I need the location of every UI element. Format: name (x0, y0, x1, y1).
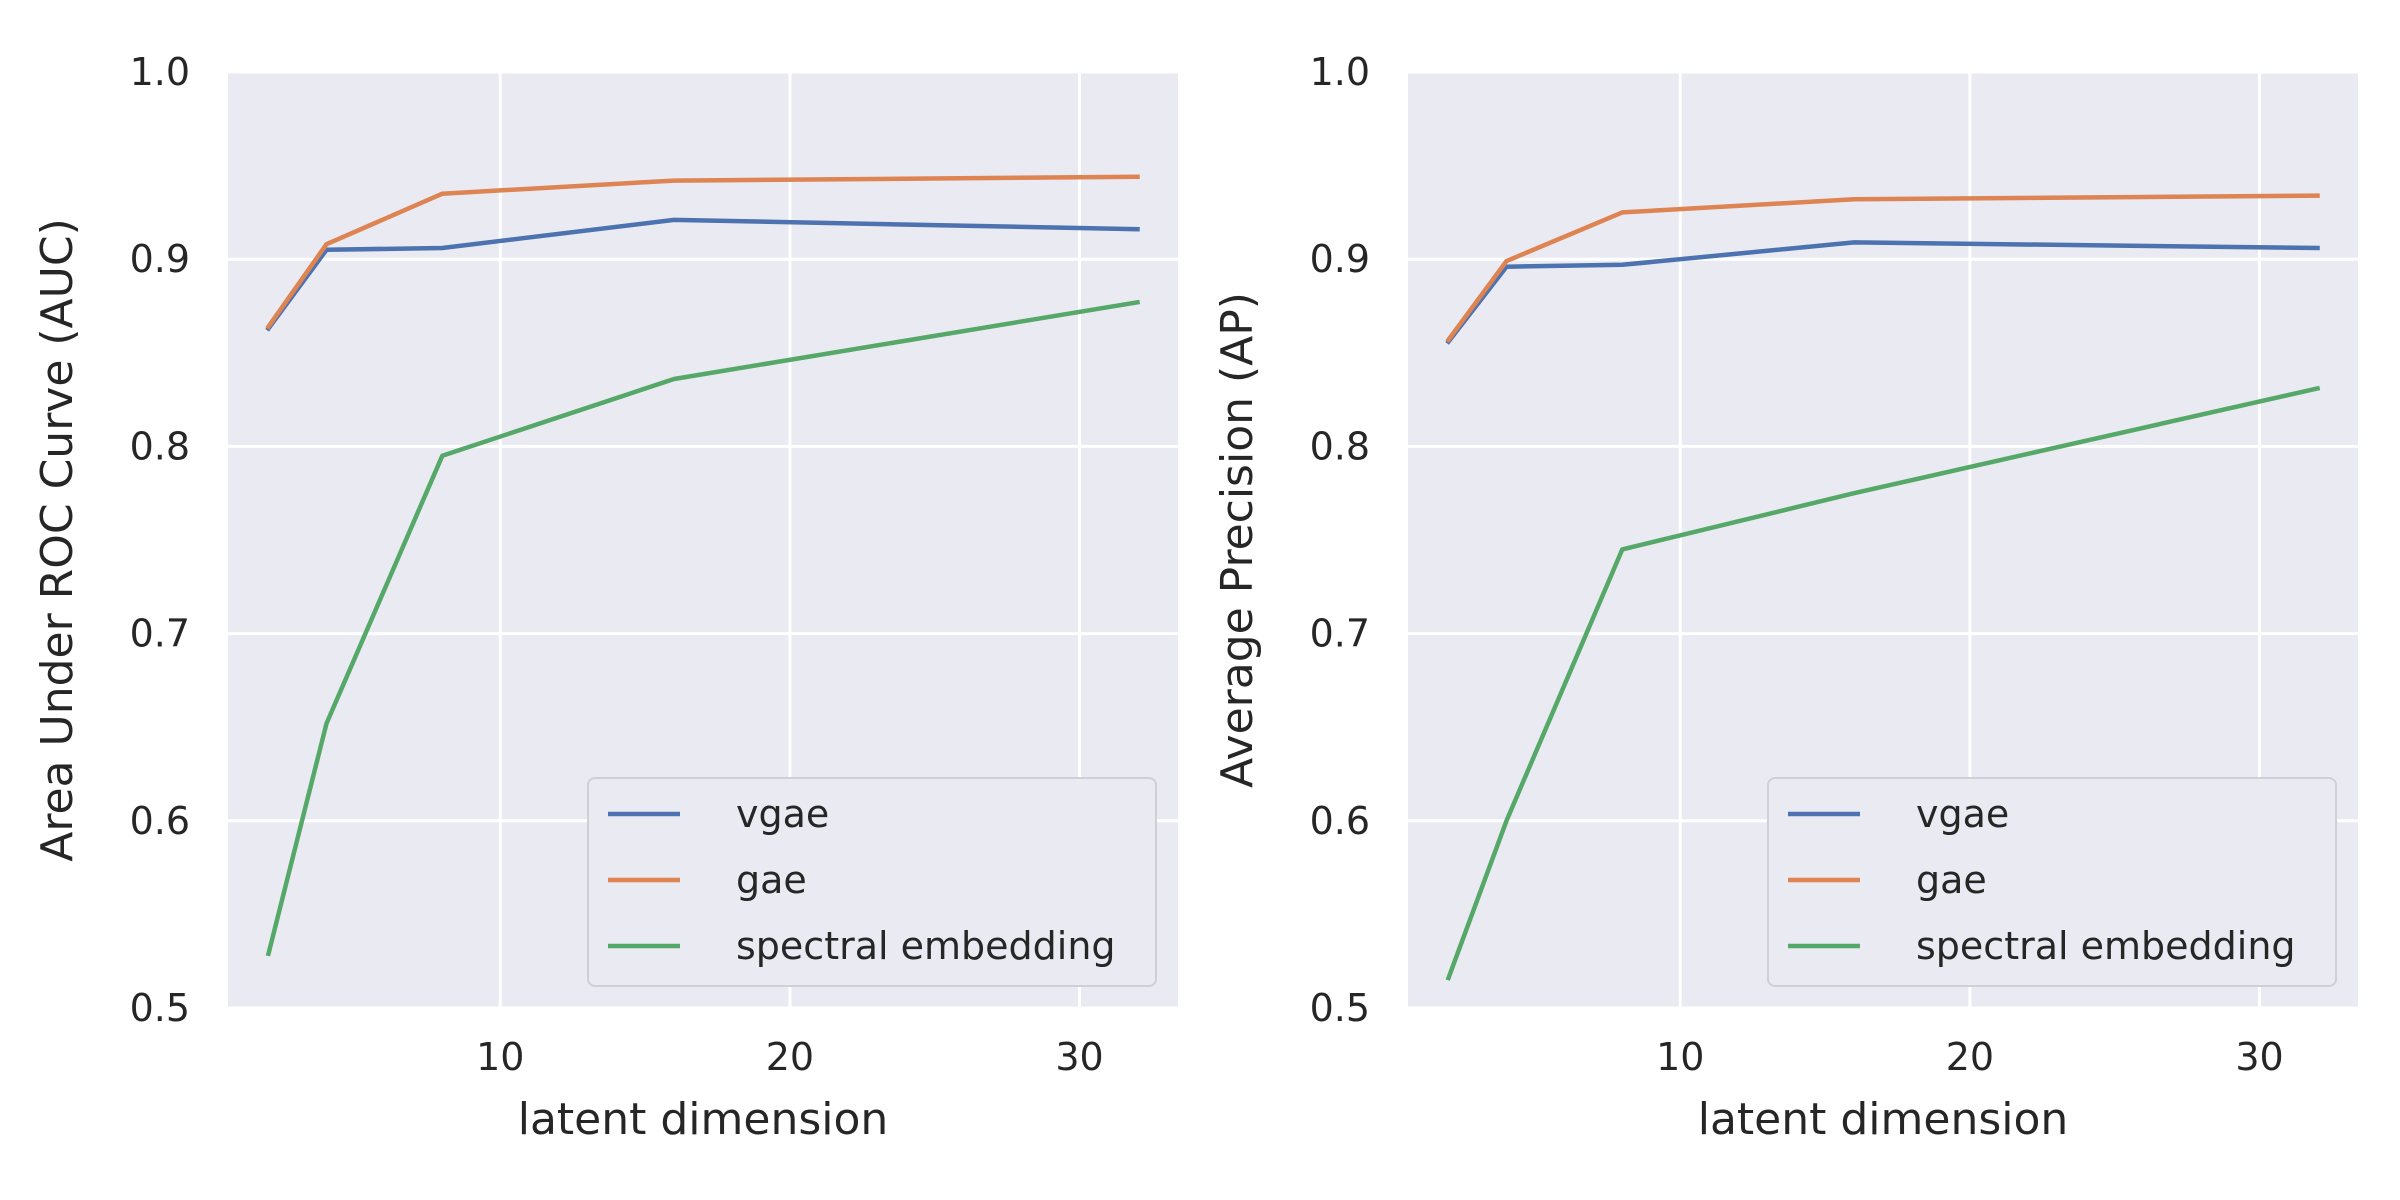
auc-x-tick-label: 30 (1055, 1035, 1103, 1079)
auc-y-axis-label: Area Under ROC Curve (AUC) (32, 218, 83, 861)
ap-x-tick-label: 30 (2235, 1035, 2283, 1079)
ap-legend-label-vgae: vgae (1916, 792, 2009, 836)
auc-series-line-gae (265, 174, 1140, 330)
auc-x-tick-label: 10 (476, 1035, 524, 1079)
ap-y-tick-label: 1.0 (1310, 50, 1370, 94)
auc-y-tick-label: 0.9 (130, 237, 190, 281)
ap-y-tick-label: 0.6 (1310, 799, 1370, 843)
ap-y-tick-label: 0.8 (1310, 424, 1370, 468)
auc-legend-box (587, 777, 1157, 987)
auc-series-line-spectral-embedding (265, 299, 1141, 957)
auc-chart: 0.5 0.6 0.7 0.8 0.9 1.0 10 20 30 latent dimension… (32, 50, 1178, 1145)
auc-x-axis-label: latent dimension (518, 1094, 889, 1145)
auc-y-tick-label: 1.0 (130, 50, 190, 94)
ap-legend-label-spectral-embedding: spectral embedding (1916, 924, 2296, 968)
auc-legend-label-spectral-embedding: spectral embedding (736, 924, 1116, 968)
auc-legend-label-gae: gae (736, 858, 807, 902)
ap-chart: 0.5 0.6 0.7 0.8 0.9 1.0 10 20 30 latent dimension… (1212, 50, 2358, 1145)
auc-y-tick-label: 0.8 (130, 424, 190, 468)
ap-series-line-vgae (1445, 240, 2320, 345)
ap-y-tick-label: 0.9 (1310, 237, 1370, 281)
ap-legend-box (1767, 777, 2337, 987)
ap-legend: vgae gae spectral embedding (1767, 777, 2337, 987)
ap-legend-label-gae: gae (1916, 858, 1987, 902)
auc-legend: vgae gae spectral embedding (587, 777, 1157, 987)
auc-x-tick-label: 20 (766, 1035, 814, 1079)
ap-x-axis-label: latent dimension (1698, 1094, 2069, 1145)
auc-y-tick-label: 0.5 (130, 986, 190, 1030)
ap-y-axis-label: Average Precision (AP) (1212, 292, 1263, 788)
ap-series-line-gae (1445, 193, 2320, 343)
ap-x-tick-label: 10 (1656, 1035, 1704, 1079)
ap-series-line-spectral-embedding (1445, 385, 2321, 981)
auc-y-tick-label: 0.6 (130, 799, 190, 843)
ap-y-tick-label: 0.7 (1310, 612, 1370, 656)
ap-y-tick-label: 0.5 (1310, 986, 1370, 1030)
auc-legend-label-vgae: vgae (736, 792, 829, 836)
auc-y-tick-label: 0.7 (130, 612, 190, 656)
auc-series-line-vgae (265, 217, 1140, 332)
ap-x-tick-label: 20 (1946, 1035, 1994, 1079)
